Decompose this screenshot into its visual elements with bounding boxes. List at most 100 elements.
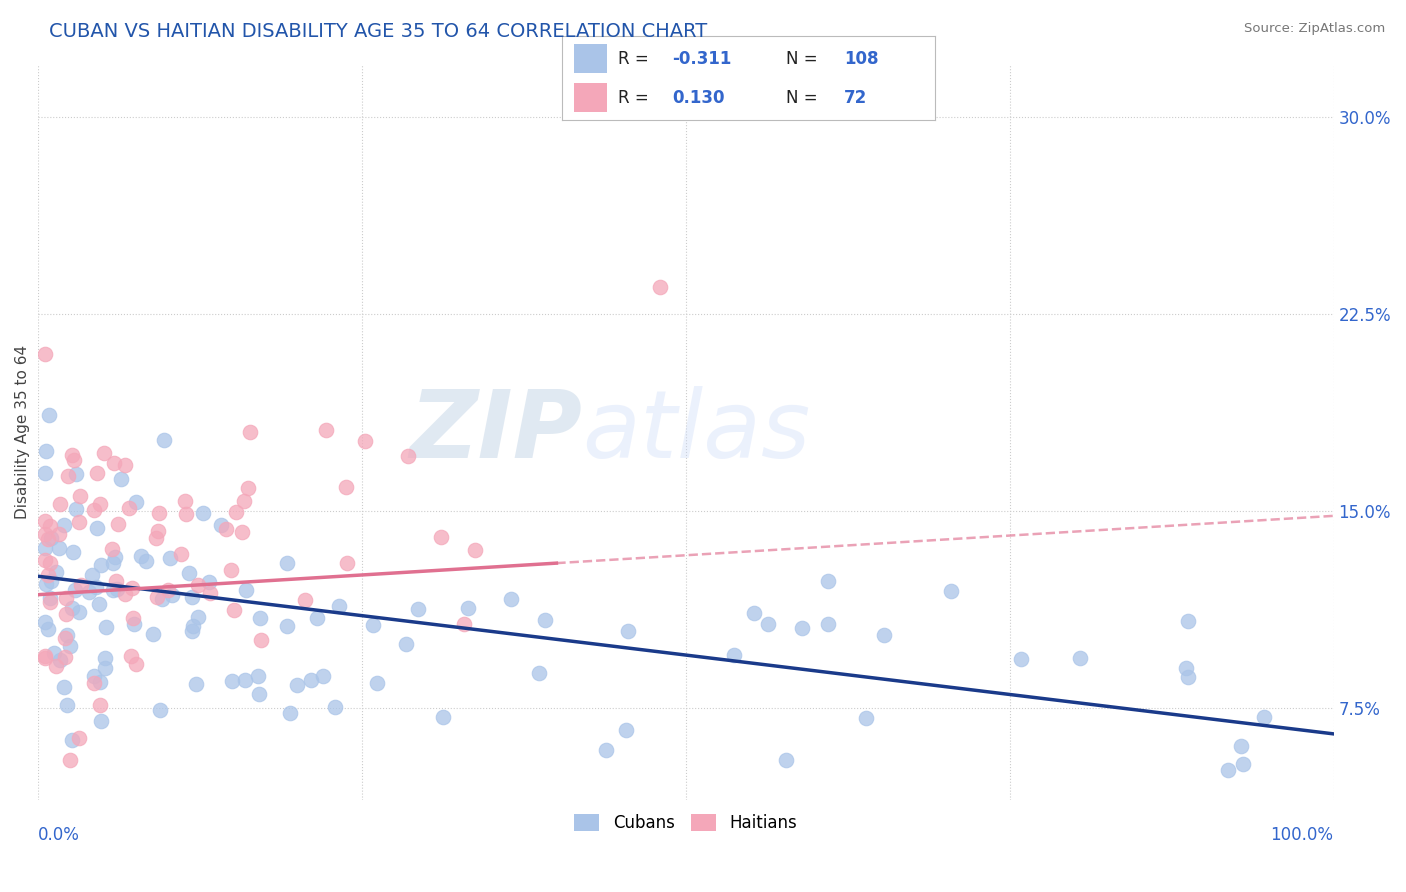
Point [135,554,157,568]
Point [90,558,112,572]
Point [39,574,62,588]
Point [37,533,59,547]
Point [534,613,557,627]
Point [221,674,243,689]
Point [37,622,59,636]
Point [247,669,270,683]
Point [65,467,87,481]
Text: Source: ZipAtlas.com: Source: ZipAtlas.com [1244,22,1385,36]
Text: 0.0%: 0.0% [38,826,80,844]
FancyBboxPatch shape [574,83,607,112]
Point [361,618,384,632]
Point [94,620,117,634]
Point [146,590,169,604]
Point [120,648,142,663]
Point [305,611,328,625]
Point [69,489,91,503]
Point [187,610,209,624]
Point [86,521,108,535]
Point [335,556,357,570]
Point [56,628,79,642]
Point [187,578,209,592]
Point [101,556,124,570]
Point [60,733,83,747]
Point [232,493,254,508]
Point [395,637,418,651]
Point [1069,651,1091,665]
Point [67,515,90,529]
Point [247,687,270,701]
Point [34,466,56,480]
Text: 108: 108 [844,50,879,68]
Point [69,578,91,592]
Point [325,700,347,714]
Point [775,753,797,767]
Point [55,591,77,606]
Point [499,592,522,607]
Point [328,599,350,613]
Point [89,675,111,690]
Point [63,583,86,598]
Point [105,574,128,589]
Point [249,632,271,647]
Point [353,434,375,448]
Point [83,675,105,690]
Point [149,703,172,717]
Point [77,584,100,599]
Point [1253,710,1275,724]
Point [114,458,136,472]
Point [34,527,56,541]
Point [249,611,271,625]
Point [80,567,103,582]
Point [855,711,877,725]
Point [104,549,127,564]
Point [34,514,56,528]
Legend: Cubans, Haitians: Cubans, Haitians [568,807,804,839]
Point [198,586,221,600]
Point [118,500,141,515]
Point [299,673,322,687]
Point [1174,661,1197,675]
Point [617,624,640,639]
Point [60,448,83,462]
Text: 0.130: 0.130 [672,88,725,106]
Text: -0.311: -0.311 [672,50,731,68]
Point [145,532,167,546]
Point [45,658,67,673]
Point [41,531,63,545]
Point [89,496,111,510]
Point [181,624,204,638]
Text: 72: 72 [844,88,868,106]
Point [148,507,170,521]
Point [159,550,181,565]
Point [285,678,308,692]
Point [53,631,76,645]
Point [312,669,335,683]
Point [52,517,75,532]
Point [209,517,232,532]
Point [90,714,112,728]
Point [756,616,779,631]
Point [103,456,125,470]
FancyBboxPatch shape [574,44,607,73]
Point [34,649,56,664]
Point [110,472,132,486]
Point [52,681,75,695]
Point [276,619,298,633]
Point [105,582,128,596]
Point [35,444,58,458]
Point [53,649,76,664]
Point [93,651,115,665]
Point [191,507,214,521]
Point [648,280,671,294]
Point [179,566,201,581]
Point [457,601,479,615]
Point [1010,652,1032,666]
Point [39,557,62,571]
Point [335,480,357,494]
Point [107,516,129,531]
Point [56,469,79,483]
Point [790,621,813,635]
Point [453,616,475,631]
Point [225,505,247,519]
